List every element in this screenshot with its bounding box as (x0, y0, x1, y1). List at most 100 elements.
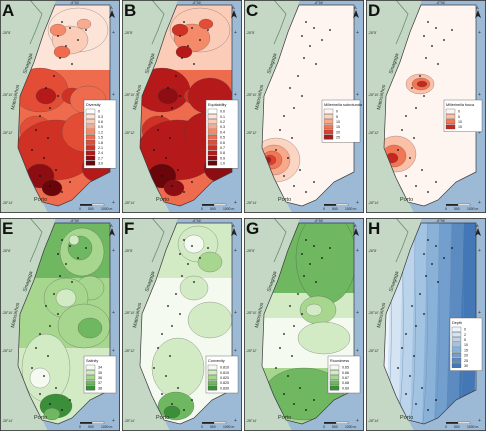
sample-station (401, 129, 403, 131)
legend-item-label: 0.830 (220, 386, 229, 390)
sample-station (45, 87, 47, 89)
legend-swatch (85, 150, 96, 156)
latitude-label: -28°8' (2, 249, 11, 253)
scale-bar-zero: 0 (323, 425, 325, 429)
sample-station (57, 35, 59, 37)
contour-blob (55, 288, 77, 308)
contour-blob (179, 275, 209, 301)
scale-bar-end: 1000 m (223, 207, 234, 211)
sample-station (301, 95, 303, 97)
legend-item-label: 0 (464, 328, 466, 332)
sample-station (301, 35, 303, 37)
legend-item-label: 20 (464, 354, 468, 358)
sample-station (183, 239, 185, 241)
sample-station (49, 403, 51, 405)
latitude-label: -28°10' (2, 311, 13, 315)
longitude-label: -8°56' (70, 1, 80, 5)
sample-station (85, 29, 87, 31)
legend-title: Millerinella fusca (446, 103, 475, 107)
sample-station (435, 181, 437, 183)
latitude-label: -28°12' (2, 349, 13, 353)
legend-swatch (451, 363, 462, 368)
legend-swatch (207, 375, 218, 380)
legend-swatch (85, 145, 96, 150)
river-line (151, 0, 165, 45)
latitude-label: -28°10' (368, 311, 379, 315)
scale-bar-zero: 0 (201, 425, 203, 429)
sample-station (43, 375, 45, 377)
legend-title: Convexity (208, 359, 225, 363)
sample-station (85, 247, 87, 249)
legend-item-label: 0.6 (98, 120, 103, 124)
sample-station (207, 29, 209, 31)
legend-swatch (85, 134, 96, 140)
study-area-outline (139, 4, 233, 207)
sample-station (451, 29, 453, 31)
sample-station (301, 313, 303, 315)
contour-blob (297, 321, 351, 355)
legend-item-label: 0.66 (342, 371, 349, 375)
north-arrow-label: A (232, 5, 235, 10)
legend-item-label: 5 (464, 338, 466, 342)
sample-station (157, 347, 159, 349)
contour-blob (35, 87, 57, 105)
legend-swatch (207, 385, 218, 391)
north-arrow-label: A (354, 5, 357, 10)
land-area (366, 0, 422, 213)
sample-station (419, 75, 421, 77)
sample-station (49, 325, 51, 327)
sample-station (275, 367, 277, 369)
sample-station (275, 149, 277, 151)
sample-station (313, 27, 315, 29)
sample-station (49, 107, 51, 109)
legend-swatch (451, 342, 462, 348)
sample-station (435, 27, 437, 29)
legend-item-label: 0 (336, 110, 338, 114)
longitude-label: -8°56' (192, 219, 202, 223)
sample-station (421, 169, 423, 171)
scale-bar-segment (91, 203, 105, 206)
contour-blob (305, 303, 323, 317)
legend-swatch (207, 119, 218, 124)
legend-item-label: 34 (98, 366, 102, 370)
place-label-coast-town: Matosinhos (10, 84, 21, 111)
legend-swatch (207, 134, 218, 140)
place-label-coast-town: Matosinhos (132, 84, 143, 111)
scale-bar-zero: 0 (79, 425, 81, 429)
sample-station (59, 57, 61, 59)
sample-station (313, 399, 315, 401)
scale-bar-mid: 500 (332, 207, 338, 211)
place-label-city: Porto (34, 197, 47, 203)
place-label-coast-town: Matosinhos (10, 302, 21, 329)
contour-blob (29, 367, 51, 389)
legend-item-label: 0.9 (220, 156, 225, 160)
sample-station (283, 115, 285, 117)
legend-swatch (207, 160, 218, 166)
land-area (0, 218, 56, 431)
scale-bar-zero: 0 (445, 207, 447, 211)
contour-blob (295, 223, 354, 305)
sample-station (299, 169, 301, 171)
place-label-coast-town: Matosinhos (376, 302, 387, 329)
latitude-label: -28°8' (2, 31, 11, 35)
graticule-cross: + (478, 92, 481, 98)
sample-station (161, 115, 163, 117)
legend-item-label: 38 (98, 386, 102, 390)
panel-letter-c: C (246, 1, 259, 20)
panel-letter-h: H (368, 219, 381, 238)
longitude-label: -8°56' (70, 219, 80, 223)
scale-bar-end: 1000 m (467, 425, 478, 429)
sample-station (289, 87, 291, 89)
sample-station (437, 281, 439, 283)
legend-item-label: 3.0 (98, 162, 103, 166)
sample-station (401, 347, 403, 349)
sample-station (397, 149, 399, 151)
legend-item-label: 0.3 (98, 115, 103, 119)
sample-station (77, 257, 79, 259)
sample-station (283, 333, 285, 335)
contour-blob (68, 234, 80, 246)
